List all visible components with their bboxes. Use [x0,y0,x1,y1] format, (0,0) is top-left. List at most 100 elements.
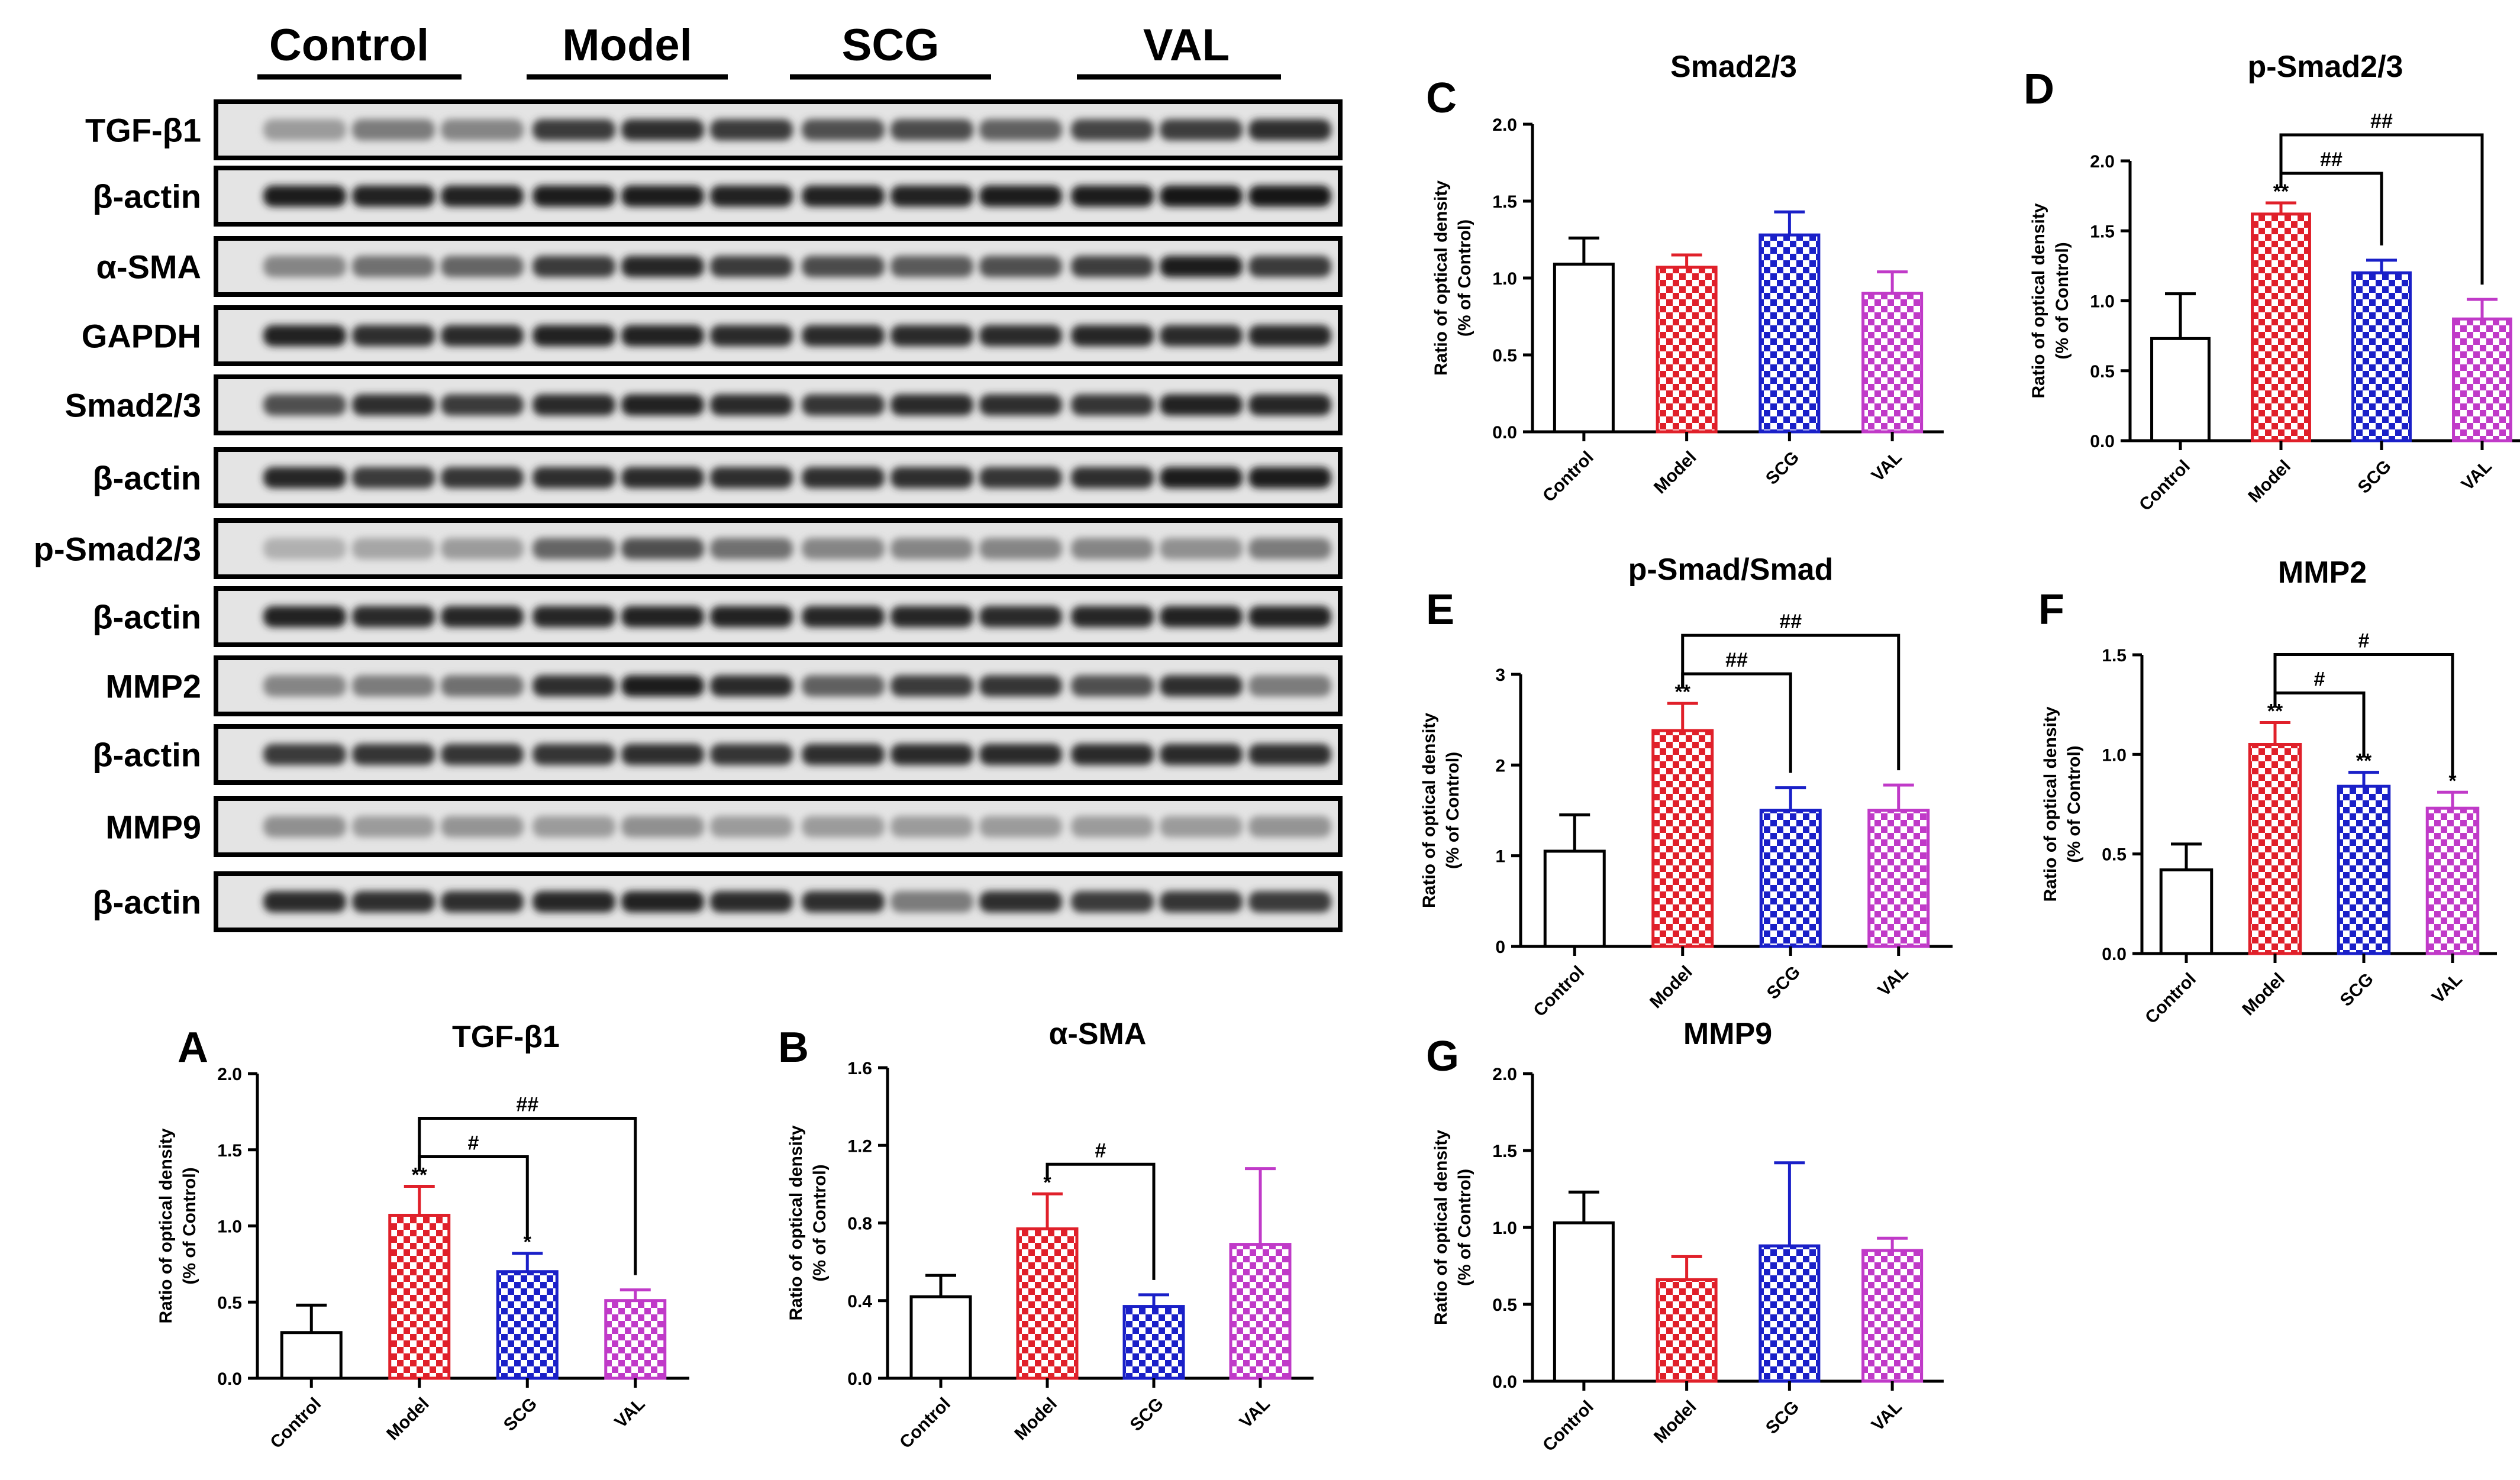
y-tick-label: 1.0 [217,1217,242,1237]
blot-band [802,119,885,141]
bar [2425,806,2480,955]
y-tick-label: 1.5 [2090,222,2115,241]
blot-band [352,606,435,628]
bar [604,1299,667,1380]
blot-row-label: β-actin [92,178,201,215]
blot-band [1248,119,1331,141]
blot-band [890,675,973,697]
blot-band [979,538,1062,560]
blot-band [890,891,973,913]
bar [388,1213,451,1380]
y-axis-label: (% of Control) [810,1164,830,1281]
x-tick-label: Control [2141,970,2200,1028]
bar [1122,1305,1185,1380]
y-tick-label: 1.5 [1492,192,1517,212]
blot-band [621,119,704,141]
blot-band [802,816,885,838]
panel-letter: C [1426,75,1457,122]
blot-band [621,538,704,560]
blot-row-label: β-actin [92,599,201,636]
blot-band [802,185,885,207]
blot-band [352,256,435,277]
x-tick-label: VAL [1868,1397,1906,1435]
blot-band [1248,606,1331,628]
x-tick-label: SCG [1762,448,1803,489]
bar [2351,271,2412,442]
chart-title: MMP2 [2278,555,2367,590]
blot-band [979,119,1062,141]
blot-row-label: β-actin [92,884,201,921]
x-tick-label: SCG [1763,962,1804,1003]
blot-band [1248,816,1331,838]
blot-band [533,744,615,765]
y-tick-label: 1.0 [2102,745,2127,765]
blot-band [1160,185,1243,207]
x-tick-label: VAL [2458,457,2496,495]
blot-row: β-actin [92,871,1343,932]
blot-band [710,675,793,697]
x-tick-label: Model [1650,1397,1701,1447]
blot-band [1071,744,1154,765]
blot-band [1160,256,1243,277]
blot-band [352,325,435,347]
blot-row-label: p-Smad2/3 [34,531,201,568]
comparison-bracket [1681,634,1901,771]
blot-band [710,119,793,141]
x-tick-label: Control [2135,457,2194,515]
blot-band [263,256,346,277]
bar [2251,212,2311,442]
blot-row-label: TGF-β1 [85,112,201,149]
blot-band [1071,394,1154,416]
y-tick-label: 3 [1495,665,1505,685]
blot-band [441,185,524,207]
blot-band [621,394,704,416]
y-tick-label: 1.0 [1492,1219,1517,1238]
blot-group-label: VAL [1143,20,1230,70]
y-axis-label: Ratio of optical density [786,1125,806,1320]
y-tick-label: 0 [1495,938,1505,957]
blot-row: p-Smad2/3 [34,518,1343,579]
y-tick-label: 0.5 [1492,1295,1517,1315]
comparison-bracket [1046,1162,1156,1280]
bracket-label: ## [516,1094,538,1116]
bracket-label: ## [2320,148,2342,171]
blot-band [1248,467,1331,489]
y-tick-label: 0.0 [847,1369,872,1389]
bar [2159,868,2214,955]
chart-title: TGF-β1 [452,1020,560,1054]
significance-star: * [524,1231,532,1253]
blot-band [1248,675,1331,697]
chart-panel-c: C Smad2/3 Ratio of optical density (% of Co… [1426,50,1944,506]
blot-band [621,467,704,489]
y-tick-label: 2.0 [1492,1065,1517,1084]
y-axis-label: Ratio of optical density [1431,1130,1451,1325]
blot-band [1248,185,1331,207]
blot-band [802,394,885,416]
blot-band [441,119,524,141]
blot-band [802,675,885,697]
blot-band [979,185,1062,207]
y-axis-label: Ratio of optical density [2041,706,2060,901]
x-tick-label: VAL [1874,962,1912,1000]
y-tick-label: 0.4 [847,1292,872,1311]
blot-band [1071,256,1154,277]
blot-band [710,394,793,416]
y-tick-label: 1.0 [2090,292,2115,312]
blot-band [1160,744,1243,765]
y-tick-label: 2 [1495,756,1505,775]
x-tick-label: VAL [611,1394,649,1432]
blot-band [263,891,346,913]
y-axis-label: (% of Control) [1455,219,1474,337]
blot-band [441,675,524,697]
x-tick-label: VAL [1236,1394,1274,1432]
blot-band [352,185,435,207]
y-tick-label: 2.0 [217,1065,242,1084]
blot-band [621,744,704,765]
chart-panel-f: F MMP2 Ratio of optical density (% of Contr… [2038,555,2497,1027]
blot-group-label: Model [562,20,692,70]
blot-band [352,675,435,697]
blot-band [263,325,346,347]
blot-band [890,744,973,765]
x-tick-label: Model [1646,962,1696,1013]
chart-title: Smad2/3 [1670,50,1797,84]
